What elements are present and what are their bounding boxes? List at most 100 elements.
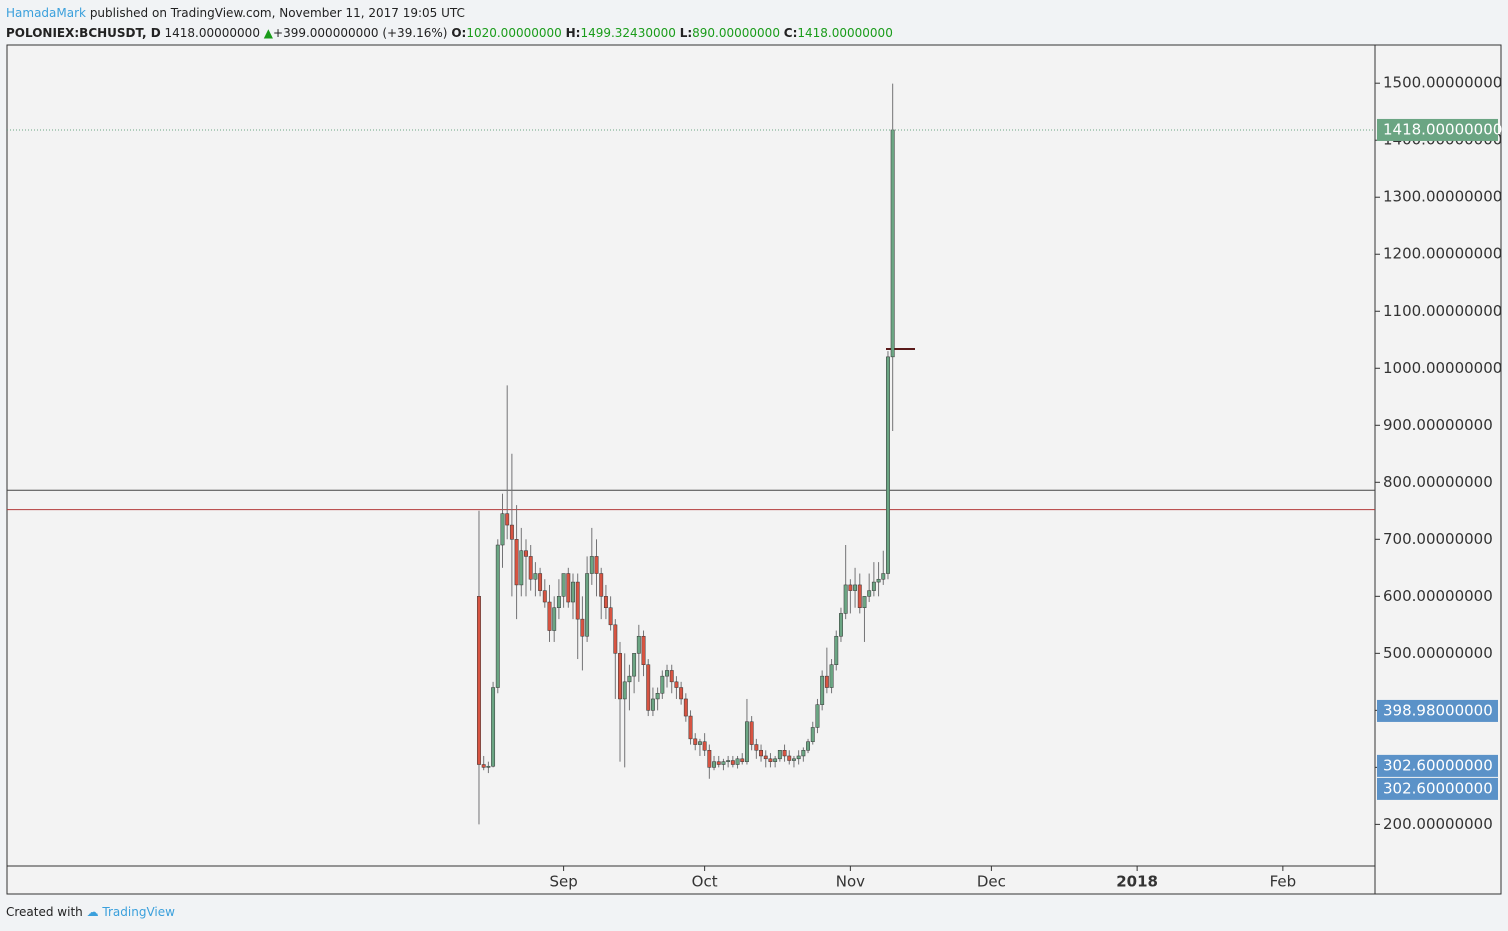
candle-body: [697, 741, 702, 745]
footer: Created with ☁ TradingView: [6, 905, 175, 919]
y-tick-label: 900.00000000: [1383, 416, 1493, 434]
y-tick-label: 700.00000000: [1383, 530, 1493, 548]
candle-body: [773, 758, 778, 762]
frame: [6, 44, 1502, 895]
candle-body: [524, 550, 528, 557]
candle-body: [519, 550, 524, 586]
candle-body: [495, 544, 500, 688]
l-label: L:: [679, 26, 693, 40]
candle-body: [824, 675, 829, 688]
price-label: 398.98000000: [1383, 701, 1493, 719]
x-tick-label: 2018: [1116, 873, 1158, 891]
candle-body: [688, 715, 693, 740]
candle-body: [782, 750, 787, 757]
created: Created with: [6, 905, 83, 919]
header: HamadaMark published on TradingView.com,…: [6, 6, 893, 40]
price-label-bg: [1377, 754, 1498, 777]
brand[interactable]: TradingView: [102, 905, 175, 919]
h: 1499.32430000: [580, 26, 676, 40]
candle-body: [702, 741, 707, 751]
candle-body: [867, 590, 872, 597]
candle-body: [853, 584, 858, 591]
y-tick-label: 1000.00000000: [1383, 359, 1502, 377]
symbol: POLONIEX:BCHUSDT, D: [6, 26, 161, 40]
candle-body: [566, 573, 571, 603]
x-tick-label: Nov: [836, 873, 865, 891]
candle-body: [683, 698, 688, 717]
x-tick-label: Dec: [977, 873, 1006, 891]
y-tick-label: 800.00000000: [1383, 473, 1493, 491]
candle-body: [650, 698, 655, 711]
l: 890.00000000: [692, 26, 780, 40]
x-tick-label: Sep: [549, 873, 577, 891]
candle-body: [481, 764, 486, 768]
candle-body: [627, 675, 632, 683]
candle-body: [556, 596, 561, 608]
candle-body: [509, 524, 514, 540]
y-tick-label: 200.00000000: [1383, 815, 1493, 833]
candle-body: [759, 750, 763, 757]
candle-body: [632, 653, 637, 677]
o: 1020.00000000: [466, 26, 562, 40]
candle-body: [585, 573, 590, 637]
candle-body: [848, 584, 853, 591]
candle-body: [505, 513, 510, 526]
price-label: 1418.00000000: [1383, 120, 1502, 138]
candle-body: [491, 687, 496, 767]
candle-body: [636, 635, 641, 654]
x-tick-label: Oct: [692, 873, 718, 891]
candle-body: [707, 750, 712, 768]
candle-body: [514, 539, 519, 586]
candle-body: [843, 584, 848, 614]
candle-body: [862, 596, 867, 608]
author[interactable]: HamadaMark: [6, 6, 86, 20]
price-label: 302.60000000: [1383, 756, 1493, 774]
candle-body: [618, 653, 622, 700]
candle-body: [613, 624, 618, 654]
candle-body: [641, 635, 646, 665]
candle-body: [679, 687, 684, 700]
candle-body: [622, 681, 627, 700]
candle-body: [749, 721, 754, 745]
y-tick-label: 1200.00000000: [1383, 245, 1502, 263]
candle-body: [528, 556, 533, 580]
candle-body: [533, 573, 538, 580]
candle-body: [735, 758, 740, 765]
candle-body: [646, 664, 651, 711]
candle-body: [660, 675, 665, 694]
candle-body: [594, 556, 599, 574]
candle-body: [744, 721, 749, 762]
candle-body: [768, 758, 773, 762]
candle-body: [787, 755, 792, 761]
candle-body: [801, 750, 806, 757]
candle-body: [754, 744, 759, 751]
candle-body: [721, 761, 726, 765]
y-tick-label: 1100.00000000: [1383, 302, 1502, 320]
candle-body: [857, 584, 862, 608]
c: 1418.00000000: [797, 26, 893, 40]
published: published on TradingView.com, November 1…: [89, 6, 465, 20]
candle-body: [881, 573, 886, 580]
candle-body: [806, 741, 811, 751]
candle-body: [815, 704, 820, 728]
price-label-bg: [1377, 118, 1498, 141]
y-tick-label: 1300.00000000: [1383, 188, 1502, 206]
candle-body: [580, 618, 585, 637]
candle-body: [669, 670, 674, 683]
candle-body: [561, 573, 566, 597]
candle-body: [693, 738, 698, 745]
candle-body: [486, 765, 491, 768]
h-label: H:: [565, 26, 581, 40]
candle-body: [477, 596, 481, 765]
candle-body: [810, 727, 815, 742]
candle-body: [876, 578, 881, 583]
y-tick-label: 500.00000000: [1383, 644, 1493, 662]
candle-body: [552, 607, 557, 631]
candle-body: [740, 758, 745, 762]
change: +399.000000000 (+39.16%): [273, 26, 448, 40]
o-label: O:: [451, 26, 467, 40]
candle-body: [603, 596, 608, 608]
candle-body: [500, 513, 505, 546]
